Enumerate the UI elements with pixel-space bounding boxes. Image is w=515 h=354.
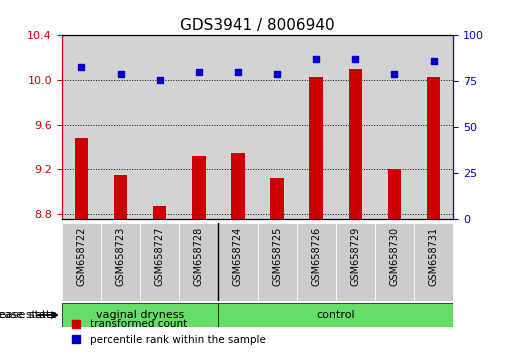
FancyBboxPatch shape	[414, 223, 453, 301]
Text: GSM658724: GSM658724	[233, 227, 243, 286]
Text: GSM658727: GSM658727	[154, 227, 165, 286]
Bar	[270, 178, 284, 219]
Legend: transformed count, percentile rank within the sample: transformed count, percentile rank withi…	[67, 315, 270, 349]
FancyBboxPatch shape	[297, 223, 336, 301]
FancyBboxPatch shape	[258, 223, 297, 301]
Text: disease state: disease state	[0, 310, 52, 320]
FancyBboxPatch shape	[375, 223, 414, 301]
Point	[390, 71, 399, 77]
Point	[273, 71, 281, 77]
Text: GSM658731: GSM658731	[428, 227, 439, 286]
Title: GDS3941 / 8006940: GDS3941 / 8006940	[180, 18, 335, 33]
Text: disease state: disease state	[0, 310, 57, 320]
Text: GSM658729: GSM658729	[350, 227, 360, 286]
Point	[312, 57, 320, 62]
Bar	[75, 138, 88, 219]
Point	[77, 64, 85, 69]
Text: GSM658723: GSM658723	[115, 227, 126, 286]
FancyBboxPatch shape	[101, 223, 140, 301]
FancyBboxPatch shape	[62, 223, 101, 301]
Bar	[114, 175, 127, 219]
Bar	[153, 206, 166, 219]
Bar	[388, 169, 401, 219]
Bar	[427, 77, 440, 219]
Text: GSM658726: GSM658726	[311, 227, 321, 286]
FancyBboxPatch shape	[218, 223, 258, 301]
FancyBboxPatch shape	[140, 223, 179, 301]
Point	[156, 77, 164, 82]
FancyBboxPatch shape	[218, 303, 453, 327]
Bar	[349, 69, 362, 219]
Point	[351, 57, 359, 62]
Text: vaginal dryness: vaginal dryness	[96, 310, 184, 320]
Point	[234, 69, 242, 75]
Text: GSM658722: GSM658722	[76, 227, 87, 286]
Bar	[192, 156, 205, 219]
Point	[195, 69, 203, 75]
Point	[116, 71, 125, 77]
FancyBboxPatch shape	[62, 303, 218, 327]
Text: GSM658725: GSM658725	[272, 227, 282, 286]
Text: GSM658730: GSM658730	[389, 227, 400, 286]
FancyBboxPatch shape	[179, 223, 218, 301]
Text: control: control	[316, 310, 355, 320]
Text: GSM658728: GSM658728	[194, 227, 204, 286]
Point	[430, 58, 438, 64]
Bar	[310, 77, 323, 219]
Bar	[231, 153, 245, 219]
FancyBboxPatch shape	[336, 223, 375, 301]
